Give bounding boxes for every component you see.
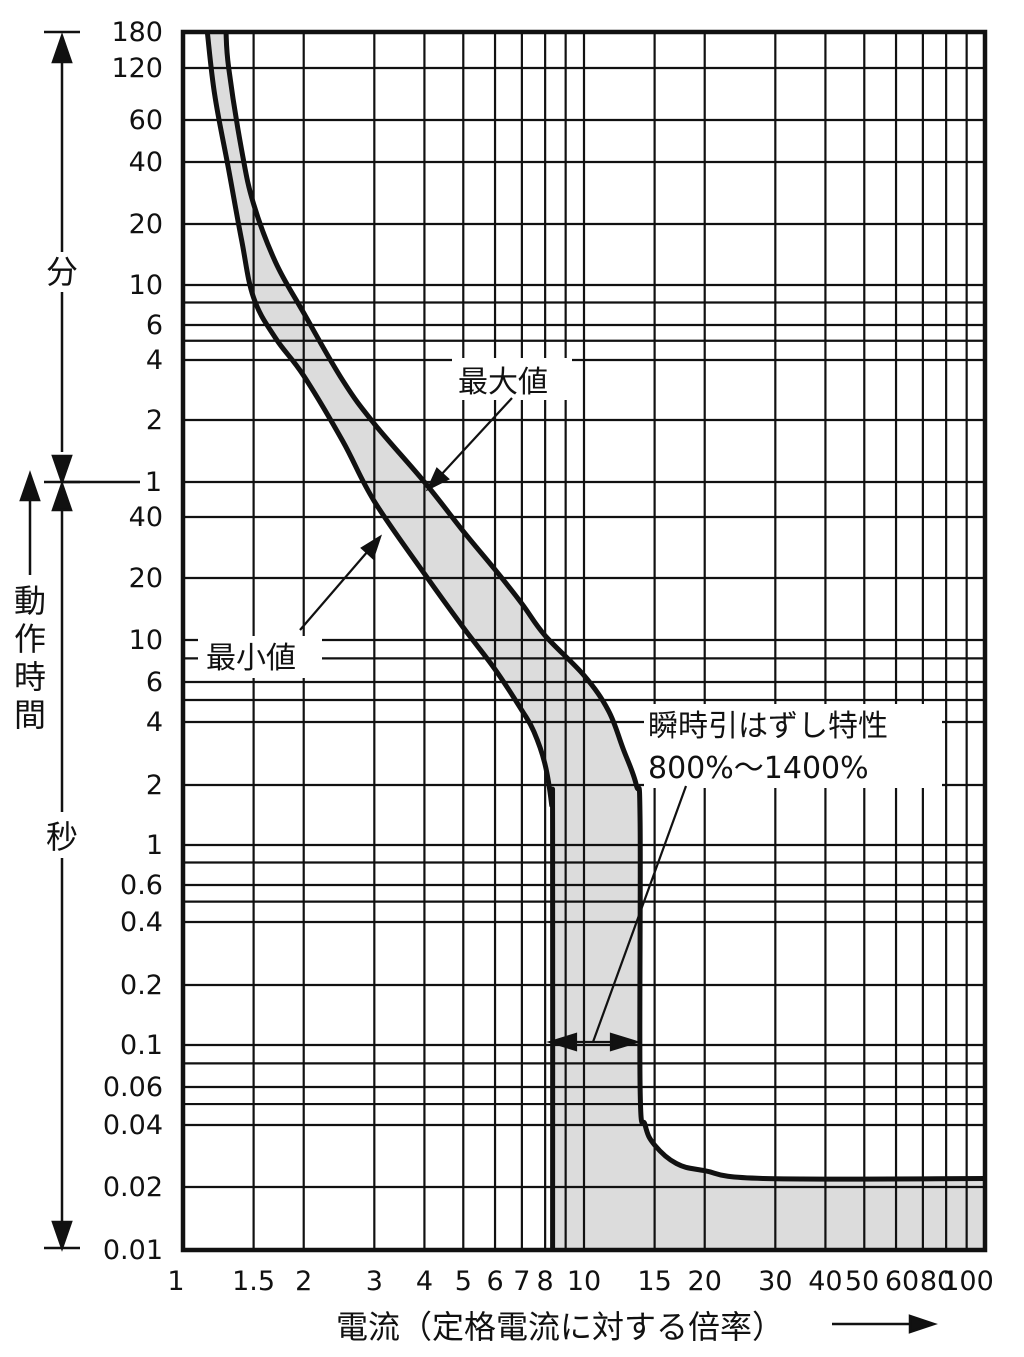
y-tick-label: 4 — [146, 345, 163, 376]
y-tick-label: 4 — [146, 707, 163, 738]
y-tick-label: 10 — [129, 625, 163, 656]
plot-frame — [180, 29, 988, 1253]
x-tick-label: 2 — [295, 1266, 312, 1297]
max-curve — [223, 31, 986, 1182]
y-tick-label: 20 — [129, 563, 163, 594]
y-tick-label: 1 — [146, 830, 163, 861]
y-tick-label: 20 — [129, 209, 163, 240]
y-tick-labels: 180 120 60 40 20 10 6 4 2 1 40 20 10 6 4 2 1 0.6 0.4 0.2 0.1… — [103, 17, 163, 1266]
x-tick-label: 3 — [366, 1266, 383, 1297]
x-tick-label: 30 — [758, 1266, 792, 1297]
y-tick-label: 6 — [146, 667, 163, 698]
min-curve — [204, 31, 556, 1251]
x-tick-label: 10 — [567, 1266, 601, 1297]
x-axis-title: 電流（定格電流に対する倍率） — [336, 1308, 784, 1346]
y-tick-label: 1 — [145, 467, 162, 498]
max-value-label: 最大値 — [458, 365, 548, 400]
y-tick-label: 180 — [111, 17, 163, 48]
y-tick-label: 0.04 — [103, 1110, 163, 1141]
x-tick-label: 100 — [942, 1266, 994, 1297]
seconds-label: 秒 — [46, 818, 78, 856]
y-axis-title-char: 間 — [14, 696, 46, 734]
x-tick-label: 4 — [416, 1266, 433, 1297]
x-tick-label: 1.5 — [232, 1266, 275, 1297]
curves — [204, 31, 986, 1251]
x-axis-arrow — [832, 1314, 938, 1334]
instant-trip-label: 瞬時引はずし特性 — [648, 709, 888, 744]
minutes-label: 分 — [46, 253, 78, 291]
y-tick-label: 0.2 — [120, 970, 163, 1001]
y-tick-label: 2 — [146, 770, 163, 801]
y-tick-label: 0.4 — [120, 907, 163, 938]
y-tick-label: 10 — [129, 270, 163, 301]
min-value-label: 最小値 — [206, 641, 296, 676]
operating-band — [207, 32, 986, 1250]
y-tick-label: 0.1 — [120, 1030, 163, 1061]
x-tick-label: 15 — [637, 1266, 671, 1297]
y-axis-title-char: 時 — [14, 658, 46, 696]
y-tick-label: 120 — [111, 53, 163, 84]
x-tick-label: 5 — [455, 1266, 472, 1297]
y-tick-label: 40 — [129, 147, 163, 178]
x-tick-label: 8 — [537, 1266, 554, 1297]
y-tick-label: 0.06 — [103, 1072, 163, 1103]
x-tick-label: 60 — [885, 1266, 919, 1297]
band-fill — [207, 32, 986, 1250]
instant-trip-range: 800%〜1400% — [648, 751, 869, 786]
y-axis-title-char: 作 — [14, 620, 46, 658]
max-arrow — [425, 397, 513, 492]
x-tick-label: 80 — [920, 1266, 954, 1297]
y-axis-title-char: 動 — [14, 582, 46, 620]
min-arrow — [299, 534, 382, 631]
y-tick-label: 0.6 — [120, 870, 163, 901]
y-tick-label: 0.02 — [103, 1172, 163, 1203]
y-tick-label: 40 — [129, 502, 163, 533]
x-tick-label: 1 — [167, 1266, 184, 1297]
grid — [183, 32, 985, 1250]
x-tick-label: 40 — [808, 1266, 842, 1297]
y-tick-label: 0.01 — [103, 1235, 163, 1266]
x-tick-label: 50 — [845, 1266, 879, 1297]
x-tick-label: 20 — [688, 1266, 722, 1297]
time-axis — [19, 30, 140, 1252]
y-tick-label: 6 — [146, 310, 163, 341]
x-tick-label: 7 — [513, 1266, 530, 1297]
y-tick-label: 2 — [146, 405, 163, 436]
instant-range-arrows — [546, 785, 688, 1052]
x-tick-label: 6 — [486, 1266, 503, 1297]
y-tick-label: 60 — [129, 105, 163, 136]
